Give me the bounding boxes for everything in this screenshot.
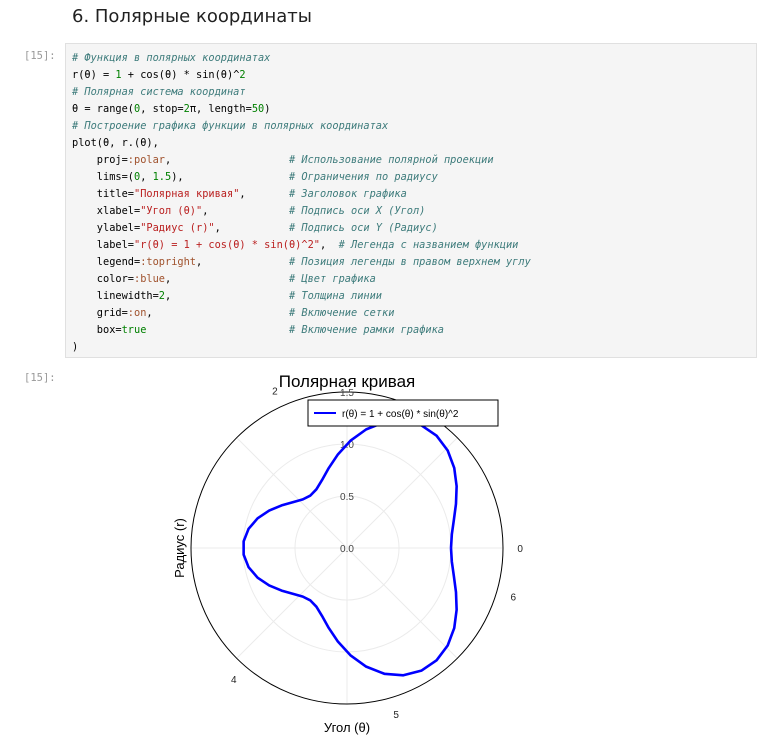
code-line: θ = range(0, stop=2π, length=50): [72, 103, 271, 115]
r-tick-label: 0.0: [340, 544, 354, 555]
code-line: title="Полярная кривая", # Заголовок гра…: [72, 188, 407, 200]
polar-grid-spoke: [236, 547, 348, 659]
code-line: # Построение графика функции в полярных …: [72, 120, 389, 132]
theta-tick-label: 2: [272, 387, 278, 398]
code-line: linewidth=2, # Толщина линии: [72, 290, 382, 302]
r-tick-label: 0.5: [340, 492, 354, 503]
code-line: ): [72, 341, 79, 353]
code-line: color=:blue, # Цвет графика: [72, 273, 376, 285]
code-editor[interactable]: # Функция в полярных координатах r(θ) = …: [72, 50, 531, 356]
code-line: label="r(θ) = 1 + cos(θ) * sin(θ)^2", # …: [72, 239, 519, 251]
code-cell[interactable]: # Функция в полярных координатах r(θ) = …: [65, 43, 757, 358]
polar-grid-spoke: [346, 547, 458, 659]
chart-title: Полярная кривая: [279, 372, 416, 391]
code-line: # Функция в полярных координатах: [72, 52, 271, 64]
r-tick-label: 1.5: [340, 388, 354, 399]
theta-tick-label: 0: [517, 544, 523, 555]
polar-grid-spoke: [236, 437, 348, 549]
code-line: xlabel="Угол (θ)", # Подпись оси X (Угол…: [72, 205, 426, 217]
code-line: lims=(0, 1.5), # Ограничения по радиусу: [72, 171, 438, 183]
input-prompt: [15]:: [24, 50, 56, 62]
section-heading: 6. Полярные координаты: [72, 6, 312, 27]
y-axis-label: Радиус (r): [172, 518, 187, 578]
legend-box: [307, 399, 499, 427]
code-line: r(θ) = 1 + cos(θ) * sin(θ)^2: [72, 69, 246, 81]
x-axis-label: Угол (θ): [324, 720, 370, 735]
code-line: # Полярная система координат: [72, 86, 246, 98]
output-prompt: [15]:: [24, 372, 56, 384]
code-line: box=true # Включение рамки графика: [72, 324, 444, 336]
theta-tick-label: 6: [510, 592, 516, 603]
code-line: proj=:polar, # Использование полярной пр…: [72, 154, 494, 166]
polar-grid-spoke: [346, 437, 458, 549]
code-line: legend=:topright, # Позиция легенды в пр…: [72, 256, 531, 268]
code-line: grid=:on, # Включение сетки: [72, 307, 395, 319]
polar-grid-ring: [294, 495, 400, 601]
code-line: plot(θ, r.(θ),: [72, 137, 159, 149]
theta-tick-label: 5: [393, 710, 399, 721]
polar-frame: [190, 391, 504, 705]
legend-label: r(θ) = 1 + cos(θ) * sin(θ)^2: [342, 409, 459, 420]
theta-tick-label: 4: [231, 675, 237, 686]
code-line: ylabel="Радиус (r)", # Подпись оси Y (Ра…: [72, 222, 438, 234]
